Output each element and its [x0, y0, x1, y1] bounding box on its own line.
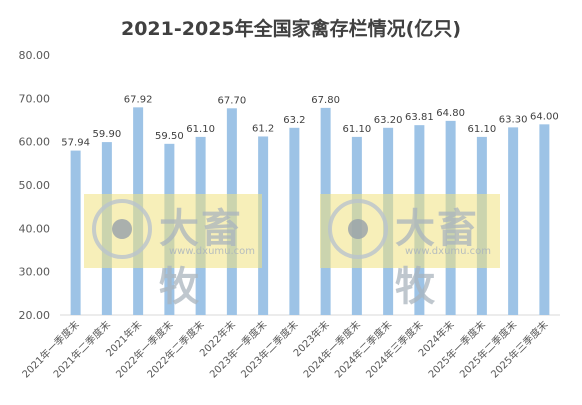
x-tick-label: 2021年二季度末: [50, 318, 113, 381]
watermark-brand: 大畜牧: [395, 206, 479, 310]
bar: [539, 124, 550, 315]
data-label: 63.2: [283, 115, 305, 126]
watermark-logo-icon: [328, 199, 388, 259]
watermark-url: www.dxumu.com: [169, 246, 256, 257]
x-tick-label: 2025年一季度末: [425, 318, 488, 381]
watermark-left: 大畜牧 www.dxumu.com: [84, 194, 262, 310]
x-tick-label: 2023年一季度末: [207, 318, 270, 381]
data-label: 61.10: [468, 124, 497, 135]
data-label: 67.80: [311, 95, 340, 106]
watermark-brand: 大畜牧: [159, 206, 243, 310]
x-tick-label: 2021年一季度末: [19, 318, 82, 381]
data-label: 57.94: [61, 138, 90, 149]
chart-title: 2021-2025年全国家禽存栏情况(亿只): [120, 18, 461, 40]
x-tick-label: 2022年二季度末: [144, 318, 207, 381]
data-label: 63.30: [499, 114, 528, 125]
x-tick-label: 2022年一季度末: [113, 318, 176, 381]
y-tick-label: 20.00: [19, 309, 51, 322]
y-tick-label: 60.00: [19, 136, 51, 149]
data-label: 64.80: [436, 108, 465, 119]
data-label: 63.81: [405, 112, 434, 123]
x-tick-label: 2024年二季度末: [332, 318, 395, 381]
x-tick-label: 2025年二季度末: [457, 318, 520, 381]
x-tick-label: 2023年二季度末: [238, 318, 301, 381]
data-label: 63.20: [374, 115, 403, 126]
x-tick-label: 2024年三季度末: [363, 318, 426, 381]
data-label: 59.90: [93, 129, 122, 140]
y-tick-label: 80.00: [19, 49, 51, 62]
bar: [508, 127, 519, 315]
watermark-right: 大畜牧 www.dxumu.com: [320, 194, 500, 310]
data-label: 64.00: [530, 111, 559, 122]
x-tick-label: 2025年三季度末: [488, 318, 551, 381]
data-label: 61.10: [343, 124, 372, 135]
data-label: 59.50: [155, 131, 184, 142]
data-label: 67.92: [124, 94, 153, 105]
bar: [289, 127, 300, 315]
x-tick-label: 2024年一季度末: [300, 318, 363, 381]
bar: [258, 136, 269, 315]
bar: [70, 150, 81, 315]
y-tick-label: 30.00: [19, 266, 51, 279]
y-tick-label: 50.00: [19, 179, 51, 192]
y-tick-label: 40.00: [19, 222, 51, 235]
data-label: 61.2: [252, 123, 274, 134]
data-label: 61.10: [186, 124, 215, 135]
data-label: 67.70: [218, 95, 247, 106]
watermark-url: www.dxumu.com: [405, 246, 492, 257]
y-tick-label: 70.00: [19, 92, 51, 105]
watermark-logo-icon: [92, 199, 152, 259]
